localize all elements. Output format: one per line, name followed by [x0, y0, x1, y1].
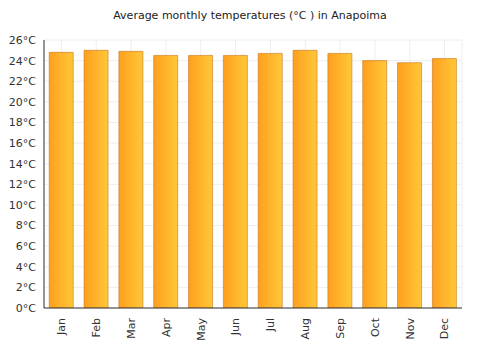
svg-text:Sep: Sep: [334, 318, 347, 339]
svg-text:14°C: 14°C: [9, 158, 36, 171]
svg-text:16°C: 16°C: [9, 137, 36, 150]
svg-text:2°C: 2°C: [16, 281, 36, 294]
svg-text:Mar: Mar: [125, 318, 138, 339]
svg-text:Aug: Aug: [299, 318, 312, 339]
svg-text:26°C: 26°C: [9, 34, 36, 47]
svg-text:Apr: Apr: [160, 318, 173, 338]
svg-text:6°C: 6°C: [16, 240, 36, 253]
svg-text:18°C: 18°C: [9, 116, 36, 129]
svg-text:Jun: Jun: [229, 318, 242, 336]
svg-text:22°C: 22°C: [9, 75, 36, 88]
svg-text:Nov: Nov: [404, 318, 417, 340]
svg-text:Feb: Feb: [90, 318, 103, 337]
svg-text:Jul: Jul: [264, 318, 277, 332]
svg-text:Jan: Jan: [55, 318, 68, 336]
svg-text:4°C: 4°C: [16, 261, 36, 274]
svg-text:Oct: Oct: [369, 317, 382, 337]
svg-text:20°C: 20°C: [9, 96, 36, 109]
svg-text:12°C: 12°C: [9, 178, 36, 191]
html-text:Average monthly temperatures (: Average monthly temperatures (°C ) in An…: [113, 9, 387, 22]
svg-text:24°C: 24°C: [9, 55, 36, 68]
svg-text:May: May: [195, 318, 208, 341]
svg-text:8°C: 8°C: [16, 219, 36, 232]
svg-text:10°C: 10°C: [9, 199, 36, 212]
svg-text:Dec: Dec: [438, 318, 451, 339]
svg-text:0°C: 0°C: [16, 302, 36, 315]
